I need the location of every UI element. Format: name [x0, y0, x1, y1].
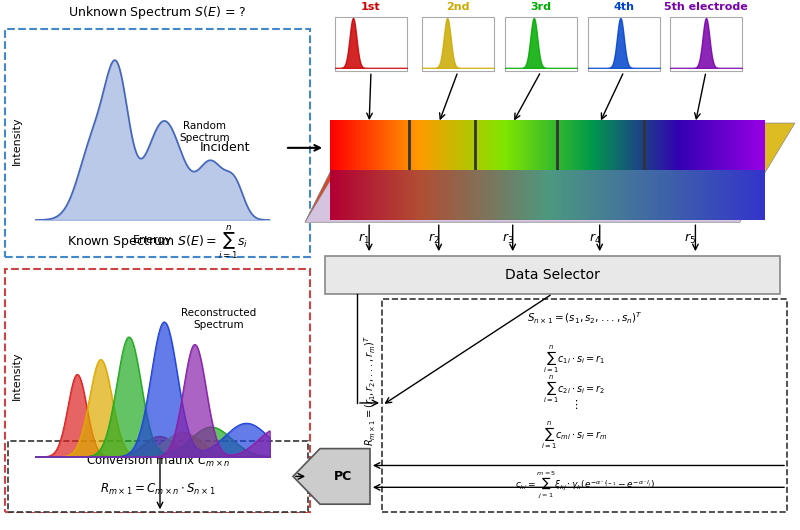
- FancyBboxPatch shape: [5, 29, 310, 257]
- Text: $S_{n\times 1}=(s_1, s_2, ..., s_n)^T$: $S_{n\times 1}=(s_1, s_2, ..., s_n)^T$: [526, 311, 642, 326]
- Polygon shape: [293, 448, 370, 504]
- Text: 5th electrode: 5th electrode: [664, 2, 748, 12]
- Text: $r_3$: $r_3$: [502, 232, 514, 246]
- Text: $\sum_{i=1}^{n} c_{mi}\cdot s_i = r_m$: $\sum_{i=1}^{n} c_{mi}\cdot s_i = r_m$: [541, 420, 608, 451]
- Text: $r_5$: $r_5$: [685, 232, 696, 246]
- Text: Data Selector: Data Selector: [505, 268, 600, 282]
- Text: Reconstructed
Spectrum: Reconstructed Spectrum: [181, 308, 256, 330]
- FancyBboxPatch shape: [588, 17, 660, 72]
- Text: 4th: 4th: [614, 2, 634, 12]
- Text: Conversion matrix $C_{m\times n}$: Conversion matrix $C_{m\times n}$: [86, 453, 230, 469]
- FancyBboxPatch shape: [325, 256, 780, 294]
- FancyBboxPatch shape: [670, 17, 742, 72]
- Text: Intensity: Intensity: [12, 116, 22, 165]
- Text: 2nd: 2nd: [446, 2, 470, 12]
- Text: PC: PC: [334, 470, 352, 483]
- Text: $c_{ki} = \sum_{j=1}^{m=5} \xi_{kj}\cdot \gamma_k(e^{-\alpha \cdot l_{j-1}} - e^: $c_{ki} = \sum_{j=1}^{m=5} \xi_{kj}\cdot…: [514, 470, 654, 500]
- Text: Random
Spectrum: Random Spectrum: [179, 121, 230, 143]
- FancyBboxPatch shape: [422, 17, 494, 72]
- Text: 1st: 1st: [361, 2, 381, 12]
- Polygon shape: [330, 123, 795, 173]
- Text: $R_{m\times 1} = C_{m\times n} \cdot S_{n\times 1}$: $R_{m\times 1} = C_{m\times n} \cdot S_{…: [100, 482, 216, 498]
- Text: Incident: Incident: [200, 142, 250, 154]
- Text: Intensity: Intensity: [12, 351, 22, 400]
- Text: $\sum_{i=1}^{n} c_{2i}\cdot s_i = r_2$: $\sum_{i=1}^{n} c_{2i}\cdot s_i = r_2$: [543, 373, 606, 404]
- Text: $R_{m\times 1}=(r_1, r_2, ..., r_m)^T$: $R_{m\times 1}=(r_1, r_2, ..., r_m)^T$: [362, 335, 378, 446]
- Text: 3rd: 3rd: [530, 2, 551, 12]
- FancyBboxPatch shape: [5, 269, 310, 512]
- FancyBboxPatch shape: [505, 17, 577, 72]
- Text: $r_4$: $r_4$: [589, 232, 601, 246]
- Text: $\vdots$: $\vdots$: [570, 398, 578, 411]
- Text: $r_2$: $r_2$: [428, 232, 440, 246]
- Polygon shape: [305, 123, 360, 222]
- Text: Known Spectrum $S(E) = \sum_{i=1}^{n} s_i$: Known Spectrum $S(E) = \sum_{i=1}^{n} s_…: [67, 223, 248, 261]
- Text: Unknown Spectrum $S(E)$ = ?: Unknown Spectrum $S(E)$ = ?: [68, 4, 246, 21]
- FancyBboxPatch shape: [382, 299, 787, 512]
- FancyBboxPatch shape: [8, 440, 308, 512]
- FancyBboxPatch shape: [335, 17, 407, 72]
- Text: $\sum_{i=1}^{n} c_{1i}\cdot s_i = r_1$: $\sum_{i=1}^{n} c_{1i}\cdot s_i = r_1$: [543, 343, 606, 375]
- Text: $r_1$: $r_1$: [358, 232, 370, 246]
- Text: Energy: Energy: [133, 235, 172, 245]
- Polygon shape: [305, 173, 765, 222]
- Text: Energy: Energy: [133, 471, 172, 480]
